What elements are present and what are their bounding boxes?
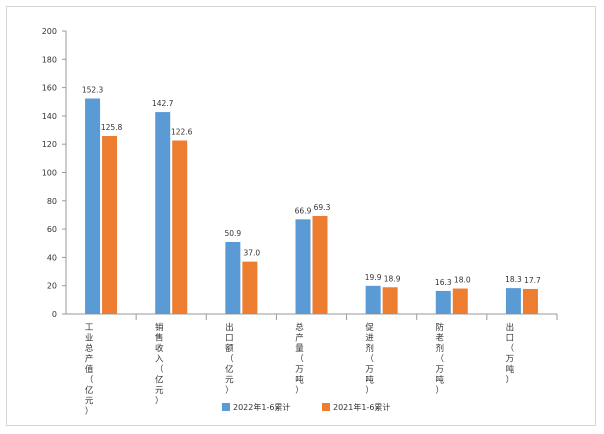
- y-tick-label: 180: [42, 55, 57, 64]
- legend-label: 2022年1-6累计: [233, 402, 290, 412]
- category-label-char: ）: [295, 385, 304, 396]
- bar-series2: [452, 288, 468, 314]
- category-label-char: 剂: [436, 343, 445, 354]
- category-label-char: 万: [365, 365, 374, 375]
- bar-series1: [85, 98, 101, 314]
- legend-label: 2021年1-6累计: [333, 402, 390, 412]
- category-label-char: （: [436, 354, 445, 365]
- category-label-char: 业: [85, 333, 94, 344]
- y-tick-label: 20: [47, 282, 57, 291]
- bar-series2: [242, 261, 258, 314]
- data-label: 142.7: [152, 99, 174, 108]
- bar-series1: [225, 241, 241, 314]
- category-label-char: （: [506, 343, 515, 354]
- y-tick-label: 80: [47, 197, 57, 206]
- category-label-char: 万: [436, 365, 445, 375]
- category-label-char: 工: [85, 323, 94, 333]
- category-label-char: 亿: [225, 364, 234, 375]
- category-label-char: 产: [295, 333, 304, 344]
- y-tick-label: 0: [52, 310, 57, 319]
- category-label-char: 促: [365, 322, 374, 333]
- category-label-char: 总: [295, 322, 304, 333]
- category-label-char: ）: [155, 396, 164, 407]
- legend-swatch: [222, 403, 230, 411]
- y-tick-label: 200: [42, 27, 57, 36]
- category-label-char: 吨: [295, 375, 304, 386]
- data-label: 50.9: [225, 229, 242, 238]
- category-label-char: 吨: [506, 364, 515, 375]
- data-label: 69.3: [314, 203, 331, 212]
- category-label-char: 值: [85, 364, 94, 375]
- bar-series1: [365, 285, 381, 314]
- bar-series1: [295, 219, 311, 314]
- bar-series2: [172, 140, 188, 314]
- data-label: 122.6: [171, 128, 193, 137]
- category-label-char: 元: [225, 376, 234, 386]
- category-label-char: 额: [225, 343, 234, 354]
- category-label-char: ）: [365, 385, 374, 396]
- category-label-char: （: [295, 354, 304, 365]
- category-label-char: （: [85, 375, 94, 386]
- category-label-char: 万: [506, 355, 515, 365]
- bar-series2: [102, 135, 118, 314]
- category-label-char: 售: [155, 333, 164, 344]
- category-label-char: 防: [436, 322, 445, 333]
- category-label-char: 亿: [85, 385, 94, 396]
- category-label-char: 量: [295, 344, 304, 354]
- category-label-char: ）: [225, 385, 234, 396]
- bar-series1: [435, 290, 451, 314]
- data-label: 125.8: [101, 123, 123, 132]
- bar-series1: [505, 288, 521, 314]
- y-tick-label: 140: [42, 112, 57, 121]
- category-label-char: 进: [365, 334, 374, 344]
- category-label-char: ）: [85, 406, 94, 417]
- category-label-char: （: [225, 354, 234, 365]
- data-label: 18.0: [454, 276, 471, 285]
- y-tick-label: 120: [42, 140, 57, 149]
- category-label-char: 出: [506, 322, 515, 333]
- bar-series2: [382, 287, 398, 314]
- y-tick-label: 40: [47, 253, 57, 262]
- data-label: 18.3: [505, 275, 522, 284]
- bar-series1: [155, 112, 171, 314]
- category-label-char: 口: [225, 334, 234, 344]
- category-label-char: 收: [155, 343, 164, 354]
- data-label: 66.9: [295, 206, 312, 215]
- data-label: 19.9: [365, 273, 382, 282]
- category-label-char: 吨: [436, 375, 445, 386]
- data-label: 37.0: [244, 249, 261, 258]
- category-label-char: ）: [436, 385, 445, 396]
- category-label-char: 元: [85, 397, 94, 407]
- category-label-char: 出: [225, 322, 234, 333]
- legend-swatch: [322, 403, 330, 411]
- y-tick-label: 100: [42, 169, 57, 178]
- category-label-char: 万: [295, 365, 304, 375]
- bar-series2: [312, 215, 328, 314]
- category-label-char: （: [365, 354, 374, 365]
- data-label: 18.9: [384, 274, 401, 283]
- category-label-char: 总: [85, 343, 94, 354]
- category-label-char: 销: [155, 322, 164, 333]
- y-tick-label: 60: [47, 225, 57, 234]
- category-label-char: （: [155, 364, 164, 375]
- category-label-char: 剂: [365, 343, 374, 354]
- category-label-char: 元: [155, 386, 164, 396]
- category-label-char: 口: [506, 334, 515, 344]
- category-label-char: 老: [436, 333, 445, 344]
- category-label-char: 亿: [155, 375, 164, 386]
- data-label: 152.3: [82, 85, 104, 94]
- data-label: 16.3: [435, 278, 452, 287]
- bar-series2: [522, 288, 538, 314]
- category-label-char: 吨: [365, 375, 374, 386]
- data-label: 17.7: [524, 276, 541, 285]
- category-label-char: ）: [506, 375, 515, 386]
- category-label-char: 入: [155, 355, 164, 365]
- category-label-char: 产: [85, 354, 94, 365]
- y-tick-label: 160: [42, 84, 57, 93]
